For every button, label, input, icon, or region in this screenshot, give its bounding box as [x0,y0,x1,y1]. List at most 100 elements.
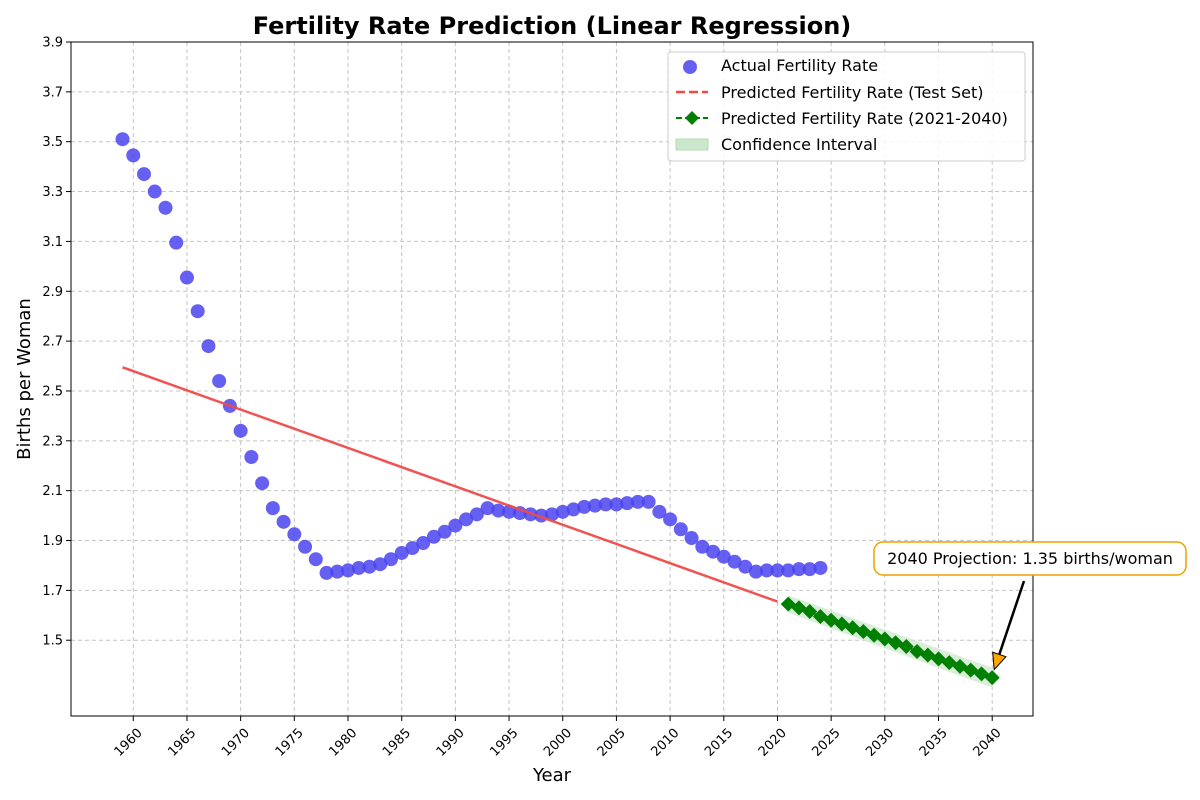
actual-point [598,497,613,512]
x-tick-label: 2030 [863,726,897,760]
actual-point [695,539,710,554]
actual-point [791,562,806,577]
actual-point [416,536,431,551]
x-tick-label: 1975 [273,726,307,760]
actual-point [244,450,259,465]
actual-point [383,552,398,567]
actual-point [652,504,667,519]
actual-point [545,507,559,522]
actual-point [308,552,323,567]
actual-point [448,518,463,533]
actual-point [781,563,796,578]
legend-label-actual: Actual Fertility Rate [721,56,878,75]
plot-frame [70,41,1034,717]
actual-point [663,512,678,527]
y-tick-label: 3.1 [42,235,63,250]
actual-point [684,531,699,546]
x-tick-label: 1960 [112,726,146,760]
x-tick-label: 2020 [756,726,790,760]
y-axis-label: Births per Woman [14,298,35,460]
y-tick-label: 2.7 [42,335,63,350]
x-tick-label: 1970 [219,726,253,760]
actual-point [630,494,645,509]
actual-point [179,270,194,285]
legend-label-test: Predicted Fertility Rate (Test Set) [721,83,984,102]
actual-point [330,564,345,579]
actual-point [673,522,688,537]
annotation-arrow-shaft [998,580,1026,655]
actual-point [716,549,731,564]
actual-point [727,554,742,569]
annotation-text: 2040 Projection: 1.35 births/woman [887,549,1173,568]
x-tick-label: 2005 [595,726,629,760]
x-tick-label: 2040 [971,726,1005,760]
x-axis-label: Year [532,765,572,786]
actual-point [480,501,495,516]
actual-point [265,501,280,516]
actual-point [620,496,635,511]
legend-label-future: Predicted Fertility Rate (2021-2040) [721,109,1008,128]
x-tick-label: 2000 [541,726,575,760]
x-tick-label: 1980 [326,726,360,760]
actual-point [759,563,774,578]
y-tick-label: 2.5 [42,384,63,399]
future-point [984,670,1000,686]
actual-point [233,423,248,438]
actual-point [437,524,452,539]
actual-point [287,527,302,542]
annotation: 2040 Projection: 1.35 births/woman [873,541,1187,671]
y-tick-label: 3.3 [42,185,63,200]
actual-point [362,559,377,574]
y-tick-label: 3.9 [42,36,63,51]
actual-point [587,498,602,513]
actual-point [373,557,388,572]
future-point [898,638,914,654]
actual-point [158,200,173,215]
y-tick-label: 2.9 [42,285,63,300]
actual-point [137,167,152,182]
legend-marker-future-diamond [685,111,699,125]
legend-label-ci: Confidence Interval [721,135,877,154]
x-tick-label: 1990 [434,726,468,760]
annotation-arrow-head [992,651,1007,671]
actual-point [341,563,356,578]
actual-point [319,565,334,580]
y-tick-label: 3.5 [42,135,63,150]
actual-point [555,504,570,519]
x-tick-label: 2010 [648,726,682,760]
actual-point [770,563,785,578]
x-tick-label: 1985 [380,726,414,760]
test-prediction-line [122,366,778,603]
actual-point [426,529,441,544]
y-axis-ticks: 1.5 1.7 1.9 2.1 2.3 2.5 2.7 2.9 3.1 3.3 3.5 3.7 3.9 [42,36,71,649]
x-tick-label: 2035 [917,726,951,760]
actual-point [212,373,227,388]
y-tick-label: 1.9 [42,534,63,549]
actual-point [813,560,828,575]
actual-point [706,544,721,559]
actual-point [190,304,205,319]
x-tick-label: 1965 [165,726,199,760]
y-tick-label: 3.7 [42,85,63,100]
actual-point [566,502,581,517]
y-tick-label: 1.5 [42,634,63,649]
future-point [802,604,818,620]
y-tick-label: 2.1 [42,484,63,499]
legend-box [667,51,1026,162]
actual-point [405,540,420,555]
chart-title: Fertility Rate Prediction (Linear Regres… [253,12,852,40]
annotation-box [873,541,1187,576]
actual-point [255,476,270,491]
actual-point [491,503,506,518]
x-axis-ticks: 1960 1965 1970 1975 1980 1985 1990 1995 2000 2005… [112,716,1005,760]
legend-marker-ci [675,138,709,151]
actual-point [609,497,624,512]
x-tick-label: 2015 [702,726,736,760]
actual-point [459,512,474,527]
actual-point [115,132,130,147]
legend-marker-actual [683,60,697,74]
actual-point [641,494,656,509]
legend: Actual Fertility Rate Predicted Fertilit… [667,51,1026,162]
actual-point [502,504,517,519]
